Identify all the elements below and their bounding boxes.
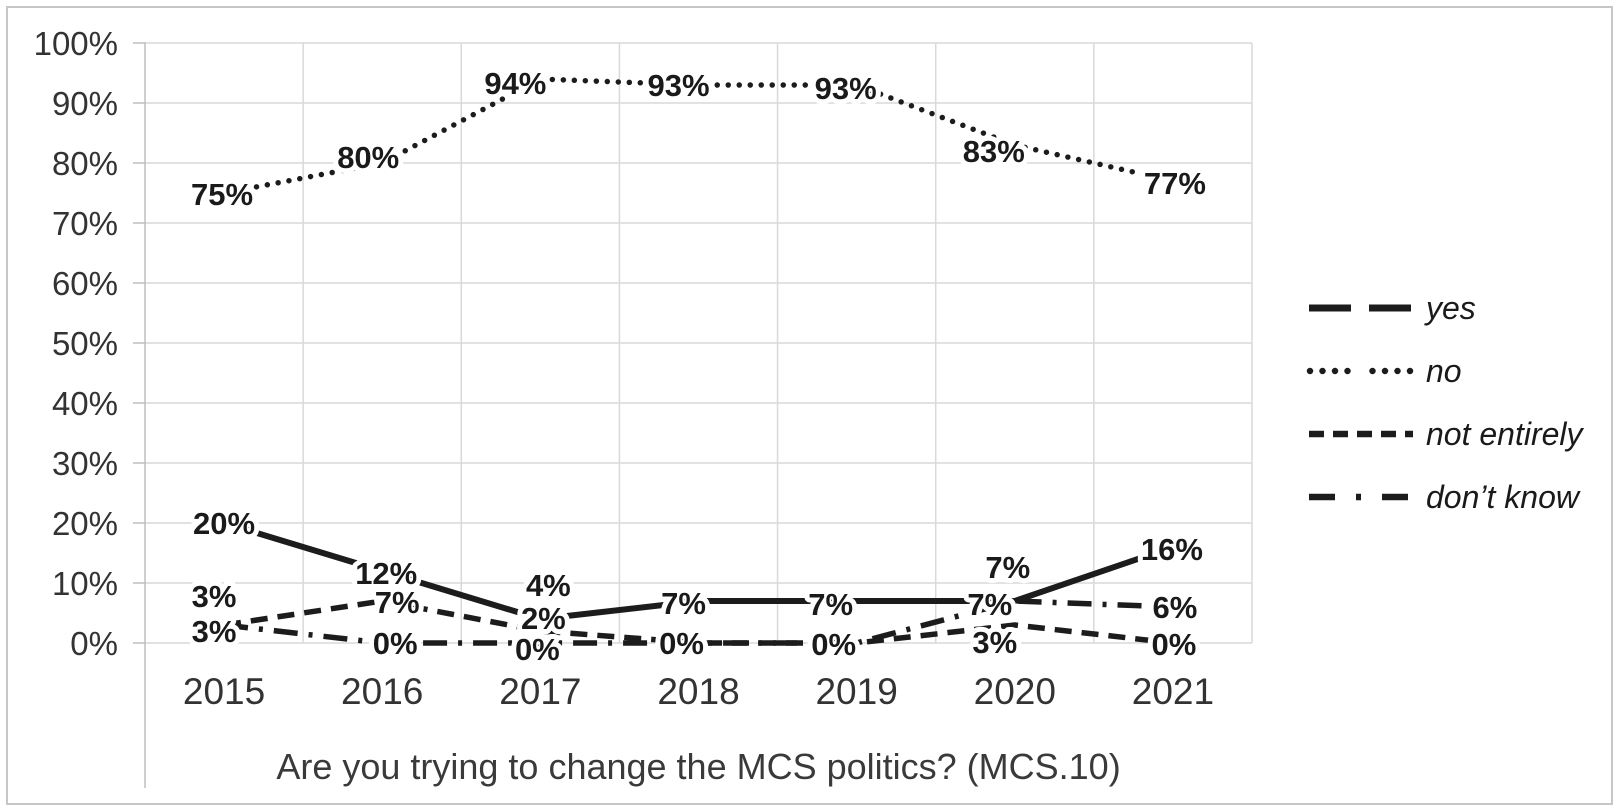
legend-item-yes: yes [1306,288,1583,328]
legend-swatch-yes-line [1309,304,1413,312]
y-axis-tick-label: 0% [70,625,118,662]
x-axis-tick-label: 2018 [657,671,739,712]
data-label: 3% [192,614,237,649]
data-label: 93% [815,71,877,106]
x-axis-tick-label: 2017 [499,671,581,712]
data-label: 83% [963,134,1025,169]
x-axis-tick-label: 2020 [974,671,1056,712]
y-axis-tick-label: 80% [52,145,118,182]
data-label: 20% [193,506,255,541]
y-axis-tick-label: 20% [52,505,118,542]
y-axis-tick-label: 90% [52,85,118,122]
legend-item-no: no [1306,351,1583,391]
series-line-not-entirely [223,598,1174,646]
y-axis-tick-label: 10% [52,565,118,602]
data-label: 7% [375,585,420,620]
data-label: 4% [526,568,571,603]
data-label: 0% [373,626,418,661]
data-label: 94% [484,66,546,101]
data-label: 12% [355,556,417,591]
series-line-don-t-know [223,598,1174,646]
x-axis-tick-label: 2015 [183,671,265,712]
data-label: 0% [1152,627,1197,662]
series-line-no [221,76,1176,196]
legend-item-not-entirely: not entirely [1306,414,1583,454]
legend-swatch-not-entirely-line [1309,430,1413,438]
data-label: 0% [659,626,704,661]
data-label: 7% [661,586,706,621]
data-label: 7% [967,587,1012,622]
data-label: 77% [1144,166,1206,201]
legend-swatch-dont-know-line [1309,493,1413,501]
data-label: 7% [808,587,853,622]
data-label: 7% [985,550,1030,585]
y-axis-tick-label: 60% [52,265,118,302]
data-label: 75% [191,177,253,212]
data-label: 80% [337,140,399,175]
legend-item-dont-know: don’t know [1306,477,1583,517]
y-axis-tick-label: 40% [52,385,118,422]
legend-label-yes: yes [1426,289,1476,326]
data-label: 2% [521,601,566,636]
legend-label-no: no [1426,352,1462,389]
data-label: 16% [1141,532,1203,567]
chart-legend: yes no not entirely don’t know [1306,288,1583,517]
data-label: 3% [192,579,237,614]
x-axis-tick-label: 2021 [1132,671,1214,712]
series-line-yes [223,520,1174,622]
chart-title: Are you trying to change the MCS politic… [276,746,1121,787]
legend-label-not-entirely: not entirely [1426,415,1583,452]
data-label: 3% [972,625,1017,660]
data-label: 0% [515,632,560,667]
x-axis-tick-label: 2019 [815,671,897,712]
y-axis-tick-label: 100% [34,25,118,62]
data-label: 6% [1153,590,1198,625]
x-axis-tick-label: 2016 [341,671,423,712]
data-label: 0% [811,627,856,662]
legend-label-dont-know: don’t know [1426,478,1579,515]
data-label: 93% [647,68,709,103]
legend-swatch-no-line [1306,367,1416,375]
y-axis-tick-label: 30% [52,445,118,482]
y-axis-tick-label: 50% [52,325,118,362]
y-axis-tick-label: 70% [52,205,118,242]
